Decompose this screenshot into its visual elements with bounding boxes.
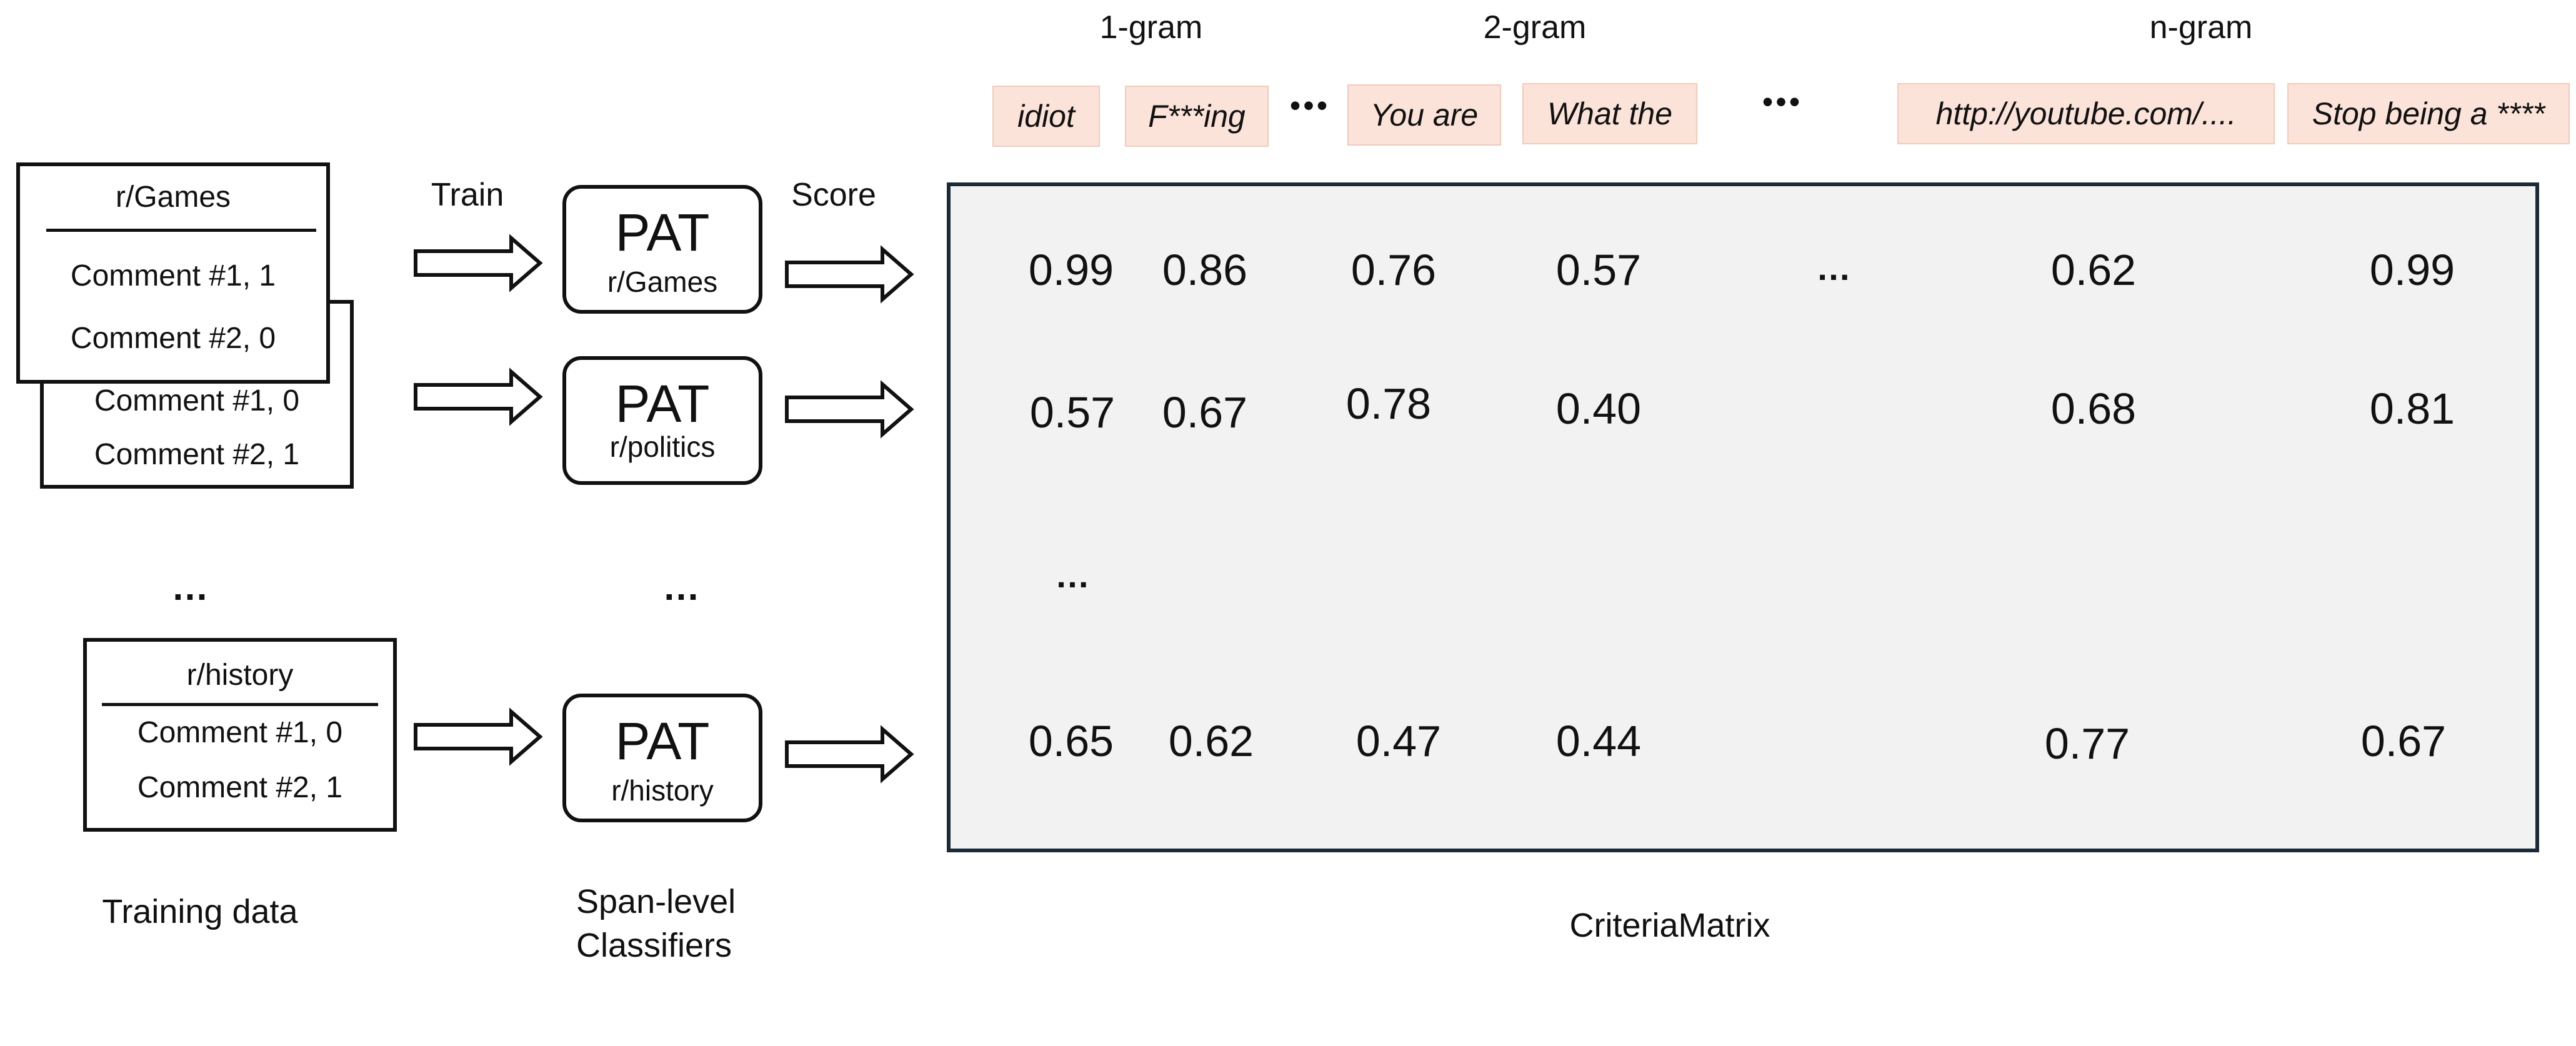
matrix-cell: 0.57 xyxy=(1555,246,1642,294)
matrix-cell: 0.62 xyxy=(1168,717,1254,765)
row-ellipsis: … xyxy=(1816,248,1851,287)
comment-row: Comment #1, 0 xyxy=(94,384,300,417)
ngram-chip: http://youtube.com/.... xyxy=(1897,83,2275,144)
dataset-title: r/Games xyxy=(115,181,231,214)
header-n-gram: n-gram xyxy=(2149,9,2253,46)
matrix-cell: 0.47 xyxy=(1355,717,1442,765)
score-arrow xyxy=(785,725,914,784)
divider xyxy=(46,229,316,232)
classifier-name: PAT xyxy=(615,203,710,262)
comment-row: Comment #2, 1 xyxy=(137,771,343,804)
matrix-cell: 0.40 xyxy=(1555,384,1642,433)
comment-row: Comment #1, 0 xyxy=(137,716,343,749)
classifiers-caption-line1: Span-level xyxy=(576,883,736,920)
matrix-cell: 0.67 xyxy=(2360,717,2447,765)
score-label: Score xyxy=(791,177,876,213)
classifier-name: PAT xyxy=(615,712,710,770)
matrix-cell: 0.76 xyxy=(1350,246,1437,294)
header-1-gram: 1-gram xyxy=(1099,9,1203,46)
matrix-cell: 0.77 xyxy=(2044,719,2130,768)
matrix-cell: 0.86 xyxy=(1162,246,1248,294)
matrix-cell: 0.81 xyxy=(2369,384,2455,433)
matrix-cell: 0.99 xyxy=(2369,246,2455,294)
matrix-cell: 0.62 xyxy=(2050,246,2137,294)
classifier-history: PAT r/history xyxy=(562,694,762,822)
classifiers-ellipsis: … xyxy=(662,566,700,608)
matrix-cell: 0.57 xyxy=(1029,388,1116,437)
ngram-chip: F***ing xyxy=(1125,86,1269,147)
classifier-name: PAT xyxy=(615,374,710,433)
score-arrow xyxy=(785,380,914,439)
dataset-card-games: r/Games Comment #1, 1 Comment #2, 0 xyxy=(16,162,330,384)
ngram-chip: You are xyxy=(1347,84,1501,146)
datasets-ellipsis: … xyxy=(171,566,209,608)
rows-ellipsis: … xyxy=(1055,555,1090,595)
matrix-cell: 0.99 xyxy=(1028,246,1114,294)
ngram-chip: idiot xyxy=(992,86,1100,147)
classifiers-caption-line2: Classifiers xyxy=(576,927,732,964)
classifier-subreddit: r/politics xyxy=(609,431,716,463)
classifier-subreddit: r/Games xyxy=(607,266,718,298)
divider xyxy=(102,703,378,706)
ngram-chip: What the xyxy=(1522,83,1697,144)
train-arrow xyxy=(414,234,543,292)
chip-ellipsis: ••• xyxy=(1289,88,1330,123)
classifier-politics: PAT r/politics xyxy=(562,356,762,485)
matrix-cell: 0.78 xyxy=(1345,379,1432,428)
dataset-title: r/history xyxy=(186,659,294,692)
dataset-card-history: r/history Comment #1, 0 Comment #2, 1 xyxy=(83,638,397,832)
comment-row: Comment #2, 1 xyxy=(94,438,300,471)
criteria-matrix-caption: CriteriaMatrix xyxy=(1569,907,1770,944)
matrix-cell: 0.65 xyxy=(1028,717,1114,765)
train-label: Train xyxy=(431,177,504,213)
ngram-chip: Stop being a **** xyxy=(2287,83,2570,144)
train-arrow xyxy=(414,367,543,426)
train-arrow xyxy=(414,707,543,766)
criteria-matrix xyxy=(947,182,2539,852)
classifier-subreddit: r/history xyxy=(611,774,714,807)
header-2-gram: 2-gram xyxy=(1483,9,1587,46)
classifier-games: PAT r/Games xyxy=(562,185,762,314)
comment-row: Comment #1, 1 xyxy=(70,259,276,292)
matrix-cell: 0.68 xyxy=(2050,384,2137,433)
training-data-caption: Training data xyxy=(102,893,298,930)
chip-ellipsis: ••• xyxy=(1762,84,1803,119)
score-arrow xyxy=(785,245,914,304)
matrix-cell: 0.67 xyxy=(1162,388,1248,437)
comment-row: Comment #2, 0 xyxy=(70,322,276,355)
matrix-cell: 0.44 xyxy=(1555,717,1642,765)
